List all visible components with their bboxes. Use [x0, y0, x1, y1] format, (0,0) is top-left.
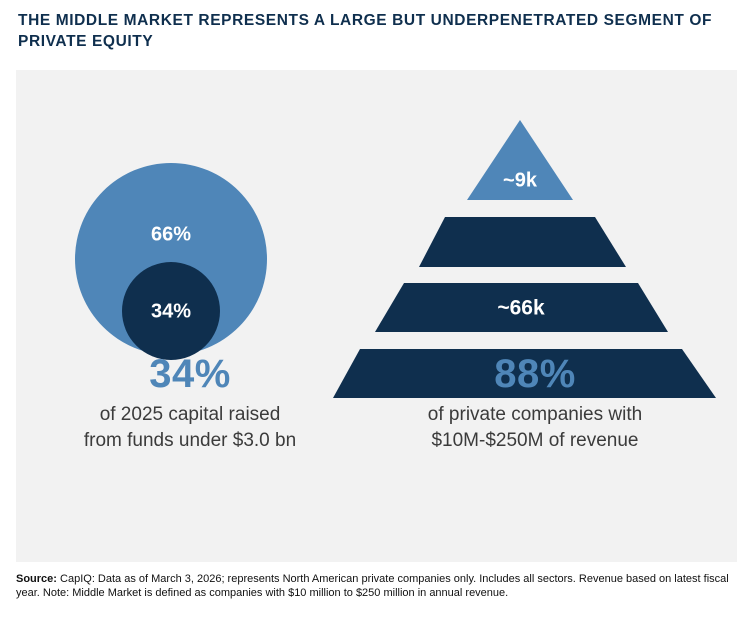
stat-private-companies: 88% of private companies with $10M-$250M… [375, 352, 695, 454]
pyramid-tier-top-label: ~9k [503, 169, 538, 191]
source-label: Source: [16, 573, 57, 585]
chart-panel: 66% 34% ~9k ~66k [16, 70, 737, 562]
stat-capital-raised-line2: from funds under $3.0 bn [83, 430, 297, 451]
stat-capital-raised-line1: of 2025 capital raised [99, 404, 281, 425]
stat-private-companies-line1: of private companies with [427, 404, 643, 425]
infographic-svg: 66% 34% ~9k ~66k [75, 120, 716, 398]
pyramid-tier-top [467, 120, 573, 200]
outer-circle-label: 66% [151, 223, 191, 245]
pyramid-tier-2 [419, 217, 626, 267]
pyramid-tier-3-label: ~66k [497, 297, 545, 320]
inner-circle-label: 34% [151, 300, 191, 322]
stat-private-companies-value: 88% [494, 352, 576, 396]
pyramid-tier-3 [375, 283, 668, 332]
stat-capital-raised-desc: of 2025 capital raised from funds under … [40, 402, 340, 454]
pyramid-tier-bottom [333, 349, 716, 398]
stat-capital-raised-value: 34% [149, 352, 231, 396]
stat-private-companies-desc: of private companies with $10M-$250M of … [375, 402, 695, 454]
page-title: THE MIDDLE MARKET REPRESENTS A LARGE BUT… [18, 12, 713, 50]
source-text: CapIQ: Data as of March 3, 2026; represe… [16, 573, 729, 599]
inner-circle [122, 262, 220, 360]
source-footnote: Source: CapIQ: Data as of March 3, 2026;… [16, 572, 741, 600]
stat-private-companies-line2: $10M-$250M of revenue [431, 430, 639, 451]
stat-capital-raised: 34% of 2025 capital raised from funds un… [40, 352, 340, 454]
